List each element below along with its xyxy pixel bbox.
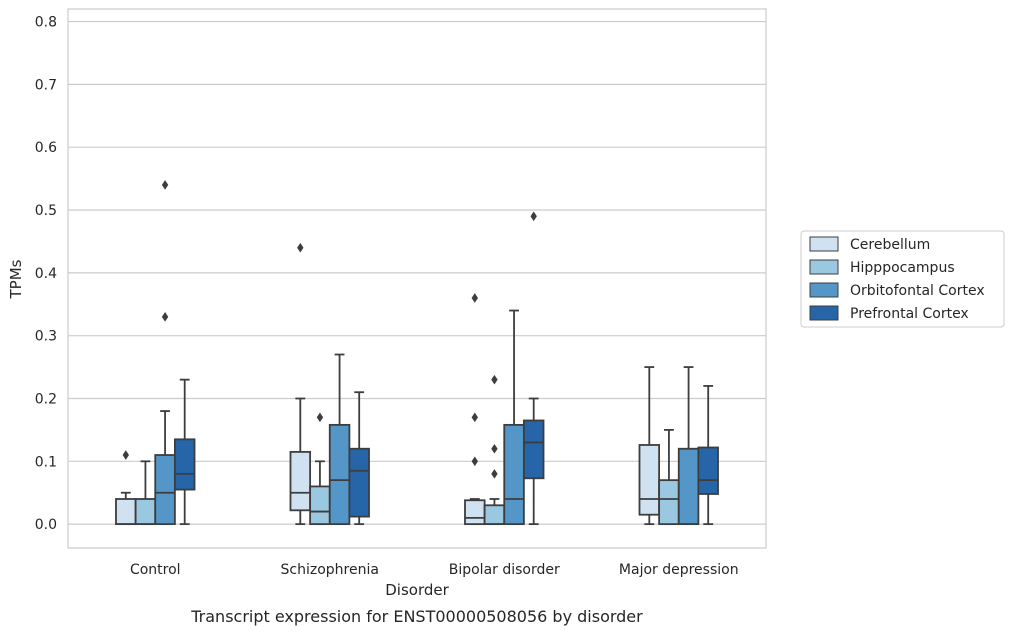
x-tick-label: Bipolar disorder bbox=[449, 562, 560, 578]
box-body bbox=[134, 498, 157, 526]
legend-label: Prefrontal Cortex bbox=[850, 306, 969, 322]
legend-swatch bbox=[809, 236, 839, 252]
outlier-point bbox=[122, 450, 130, 460]
legend-label: Cerebellum bbox=[850, 237, 930, 253]
box-body bbox=[483, 504, 506, 526]
box-prefrontal-cortex bbox=[522, 211, 545, 526]
legend: Cerebellum Hipppocampus Orbitofontal Corte… bbox=[800, 230, 1005, 328]
box-body bbox=[309, 485, 331, 526]
box-body bbox=[348, 447, 370, 518]
outlier-point bbox=[530, 211, 537, 222]
boxes bbox=[115, 180, 719, 526]
box-prefrontal-cortex bbox=[697, 385, 719, 526]
box-body bbox=[328, 423, 351, 526]
outlier-point bbox=[161, 312, 169, 322]
box-cerebellum bbox=[115, 450, 137, 526]
box-cerebellum bbox=[289, 242, 312, 526]
y-tick-label: 0.2 bbox=[35, 391, 57, 407]
box-prefrontal-cortex bbox=[348, 391, 370, 526]
box-body bbox=[154, 454, 176, 526]
y-tick-label: 0.0 bbox=[35, 517, 57, 533]
x-tick-labels: Control Schizophrenia Bipolar disorder Majo… bbox=[130, 562, 739, 578]
y-tick-labels: 0.0 0.1 0.2 0.3 0.4 0.5 0.6 0.7 0.8 bbox=[35, 15, 57, 534]
box-orbitofontal-cortex bbox=[154, 180, 176, 526]
legend-label: Orbitofontal Cortex bbox=[850, 283, 985, 299]
legend-swatch bbox=[809, 305, 839, 321]
legend-swatch bbox=[809, 259, 839, 275]
y-tick-label: 0.6 bbox=[35, 140, 57, 156]
y-tick-label: 0.1 bbox=[35, 454, 57, 470]
y-tick-label: 0.5 bbox=[35, 203, 57, 219]
box-body bbox=[697, 446, 719, 495]
outlier-point bbox=[491, 443, 498, 454]
box-cerebellum bbox=[638, 366, 661, 526]
x-tick-label: Schizophrenia bbox=[281, 562, 379, 578]
figure-caption: Transcript expression for ENST0000050805… bbox=[190, 607, 643, 626]
y-tick-label: 0.8 bbox=[35, 15, 57, 31]
outlier-point bbox=[161, 180, 169, 190]
box-cerebellum bbox=[464, 293, 486, 526]
box-body bbox=[638, 444, 661, 516]
outlier-point bbox=[471, 456, 479, 467]
outlier-point bbox=[491, 469, 498, 479]
box-body bbox=[464, 499, 486, 526]
y-tick-label: 0.4 bbox=[35, 266, 57, 282]
y-axis-label: TPMs bbox=[7, 259, 25, 299]
box-body bbox=[289, 450, 312, 512]
gridlines bbox=[68, 20, 766, 525]
x-axis-label: Disorder bbox=[385, 581, 449, 599]
box-body bbox=[522, 419, 545, 480]
box-prefrontal-cortex bbox=[173, 378, 196, 526]
outlier-point bbox=[471, 412, 479, 423]
x-tick-label: Major depression bbox=[619, 562, 739, 578]
y-tick-label: 0.3 bbox=[35, 329, 57, 345]
x-tick-label: Control bbox=[130, 562, 181, 578]
box-body bbox=[677, 447, 700, 526]
box-body bbox=[115, 498, 137, 526]
outlier-point bbox=[297, 242, 304, 253]
box-hipppocampus bbox=[309, 412, 331, 526]
box-hipppocampus bbox=[658, 428, 680, 526]
box-orbitofontal-cortex bbox=[677, 366, 700, 526]
outlier-point bbox=[491, 374, 498, 385]
box-hipppocampus bbox=[483, 374, 506, 526]
plot-frame bbox=[67, 8, 767, 549]
outlier-point bbox=[471, 293, 479, 303]
legend-frame bbox=[800, 230, 1005, 328]
box-body bbox=[173, 438, 196, 491]
legend-swatch bbox=[809, 282, 839, 298]
outlier-point bbox=[316, 412, 324, 423]
box-orbitofontal-cortex bbox=[503, 309, 525, 526]
y-tick-label: 0.7 bbox=[35, 77, 57, 93]
legend-label: Hipppocampus bbox=[850, 260, 955, 276]
box-orbitofontal-cortex bbox=[328, 353, 351, 526]
box-body bbox=[658, 479, 680, 526]
box-hipppocampus bbox=[134, 460, 157, 526]
box-body bbox=[503, 423, 525, 526]
